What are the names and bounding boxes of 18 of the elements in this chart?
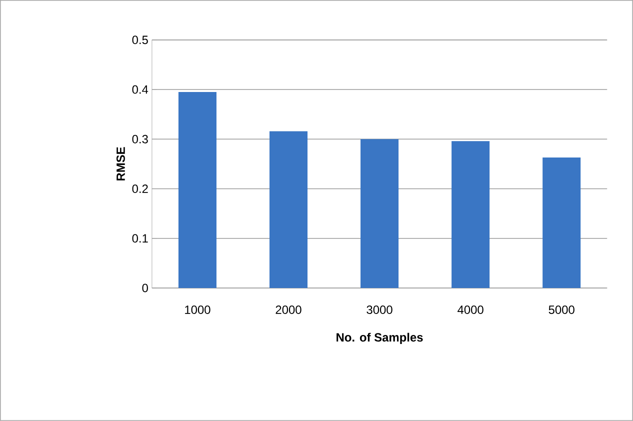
bar <box>452 141 490 288</box>
bar <box>360 139 399 288</box>
y-tick-label: 0.1 <box>132 234 148 243</box>
x-tick-label: 4000 <box>458 306 484 314</box>
y-tick-label: 0 <box>142 284 148 292</box>
y-tick-label: 0.2 <box>132 184 148 194</box>
x-tick-label: 2000 <box>276 306 302 314</box>
bar <box>542 158 581 288</box>
x-axis-title: No. of Samples <box>336 332 423 344</box>
bar <box>269 131 308 288</box>
x-tick-label: 3000 <box>366 306 392 314</box>
y-tick-label: 0.4 <box>132 85 148 94</box>
x-tick-label: 5000 <box>548 306 574 314</box>
y-tick-label: 0.3 <box>132 134 148 144</box>
y-tick-label: 0.5 <box>132 36 148 44</box>
y-axis-title: RMSE <box>116 147 125 180</box>
bar <box>178 92 216 288</box>
x-tick-label: 1000 <box>185 306 210 314</box>
